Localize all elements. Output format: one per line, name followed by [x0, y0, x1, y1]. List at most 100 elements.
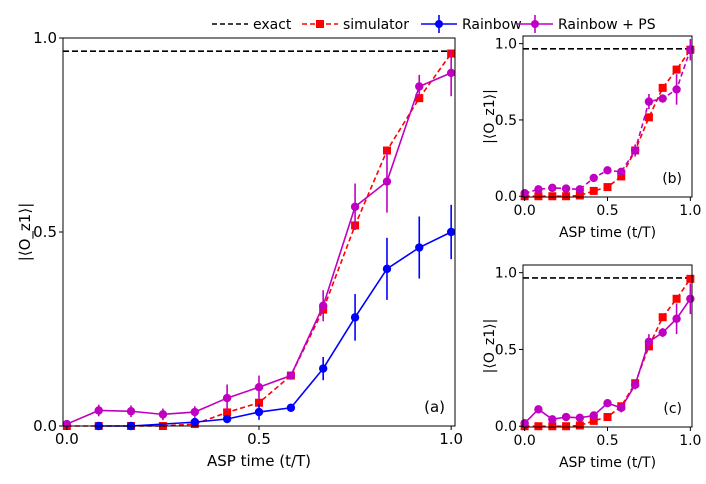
data-point	[644, 337, 654, 346]
data-point	[382, 264, 392, 274]
x-tick-label: 0.5	[596, 433, 618, 449]
panel-a: 0.00.0 0.5 0.5 1.0 1.0 ASP time (t/T) |⟨O_z1⟩|…	[16, 29, 463, 470]
legend-marker	[316, 20, 324, 28]
y-tick-label: 1.0	[495, 266, 517, 282]
legend-marker	[435, 20, 443, 28]
data-point	[686, 274, 695, 283]
panel-label: (c)	[663, 401, 682, 417]
data-point	[534, 185, 543, 194]
data-point	[254, 407, 264, 417]
legend-label: exact	[253, 17, 292, 33]
y-tick-label: 0.5	[495, 113, 517, 129]
y-axis-label: |⟨O_z1⟩|	[16, 203, 35, 262]
data-point	[548, 192, 557, 201]
data-point	[222, 393, 232, 403]
data-point	[672, 294, 681, 303]
data-point	[589, 416, 598, 425]
data-point	[415, 243, 424, 252]
data-point	[190, 407, 200, 417]
data-point	[534, 405, 543, 414]
data-point	[589, 411, 598, 420]
x-axis-label: ASP time (t/T)	[207, 452, 311, 470]
data-point	[603, 183, 612, 192]
data-point	[672, 85, 681, 94]
data-point	[575, 185, 585, 194]
plot-frame	[62, 37, 456, 427]
series-line	[66, 72, 452, 425]
legend-label: Rainbow + PS	[558, 17, 656, 33]
series-rainbow-ps	[62, 49, 456, 429]
y-axis-label: |⟨O_z1⟩|	[482, 89, 498, 144]
data-point	[534, 192, 543, 201]
y-tick-label: 0.0	[33, 417, 57, 435]
data-point	[562, 192, 571, 201]
data-point	[644, 97, 654, 106]
y-tick-label: 0.5	[33, 223, 57, 241]
legend-marker	[531, 20, 539, 28]
data-point	[617, 403, 626, 413]
y-axis-label: |⟨O_z1⟩|	[482, 319, 498, 374]
data-point	[630, 380, 640, 389]
data-point	[603, 413, 612, 422]
legend-label: Rainbow	[462, 17, 522, 33]
data-point	[658, 94, 667, 103]
x-tick-label: 1.0	[679, 433, 701, 449]
series-line	[98, 231, 452, 427]
data-point	[548, 183, 557, 193]
data-point	[686, 45, 695, 54]
data-point	[255, 398, 263, 407]
data-point	[286, 371, 296, 380]
x-tick-label: 0.5	[247, 430, 271, 448]
data-point	[561, 184, 571, 193]
data-point	[561, 412, 571, 422]
x-tick-label: 0.0	[514, 203, 536, 219]
data-point	[415, 82, 424, 91]
data-point	[318, 301, 328, 310]
series-rainbow	[94, 204, 456, 431]
x-tick-label: 1.0	[679, 203, 701, 219]
data-point	[158, 410, 168, 419]
data-point	[630, 146, 640, 155]
y-tick-label: 0.0	[495, 189, 517, 205]
data-point	[617, 167, 626, 177]
panel-label: (b)	[662, 171, 682, 187]
data-point	[562, 422, 571, 431]
data-point	[190, 417, 200, 427]
panel-c: 0.00.0 0.5 0.5 1.0 1.0 ASP time (t/T) |⟨O_z1⟩|…	[482, 264, 701, 471]
data-point	[589, 173, 598, 183]
data-point	[534, 422, 543, 431]
data-point	[223, 408, 232, 417]
data-point	[446, 227, 456, 237]
x-axis-label: ASP time (t/T)	[559, 225, 656, 241]
y-tick-label: 1.0	[33, 29, 57, 47]
data-point	[575, 191, 584, 200]
data-point	[94, 406, 103, 415]
x-tick-label: 0.5	[596, 203, 618, 219]
data-point	[222, 414, 232, 424]
data-point	[644, 113, 653, 122]
legend-label: simulator	[343, 17, 409, 33]
series-rainbow-ps	[520, 283, 695, 428]
data-point	[658, 328, 667, 337]
data-point	[286, 403, 296, 412]
data-point	[658, 83, 667, 92]
data-point	[350, 202, 360, 211]
y-tick-label: 0.0	[495, 419, 517, 435]
data-point	[589, 186, 598, 195]
data-point	[672, 65, 681, 74]
data-point	[575, 413, 585, 422]
x-axis-label: ASP time (t/T)	[559, 455, 656, 471]
data-point	[254, 383, 264, 392]
legend-item: Rainbow + PS	[517, 15, 656, 33]
legend-item: simulator	[302, 17, 409, 33]
data-point	[603, 166, 612, 175]
data-point	[382, 177, 392, 186]
data-point	[672, 314, 681, 323]
series-line	[66, 53, 452, 427]
data-point	[548, 415, 557, 424]
legend-item: exact	[212, 17, 292, 33]
x-tick-label: 0.0	[514, 433, 536, 449]
data-point	[686, 294, 695, 303]
data-point	[548, 422, 557, 431]
